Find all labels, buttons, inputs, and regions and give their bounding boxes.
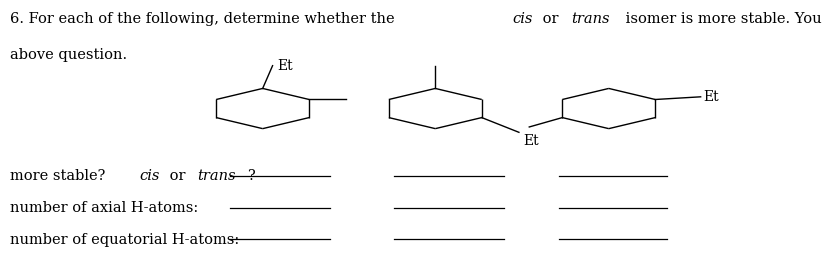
- Text: Et: Et: [703, 90, 719, 104]
- Text: number of equatorial H-atoms:: number of equatorial H-atoms:: [10, 233, 240, 247]
- Text: or: or: [539, 12, 563, 26]
- Text: Et: Et: [523, 134, 539, 148]
- Text: trans: trans: [571, 12, 610, 26]
- Text: cis: cis: [139, 169, 159, 183]
- Text: 6. For each of the following, determine whether the: 6. For each of the following, determine …: [10, 12, 399, 26]
- Text: ?: ?: [247, 169, 255, 183]
- Text: Et: Et: [278, 59, 293, 73]
- Text: cis: cis: [512, 12, 533, 26]
- Text: isomer is more stable. You actually did this in the: isomer is more stable. You actually did …: [620, 12, 826, 26]
- Text: or: or: [165, 169, 190, 183]
- Text: more stable?: more stable?: [10, 169, 110, 183]
- Text: trans: trans: [197, 169, 236, 183]
- Text: above question.: above question.: [10, 48, 127, 62]
- Text: number of axial H-atoms:: number of axial H-atoms:: [10, 201, 198, 215]
